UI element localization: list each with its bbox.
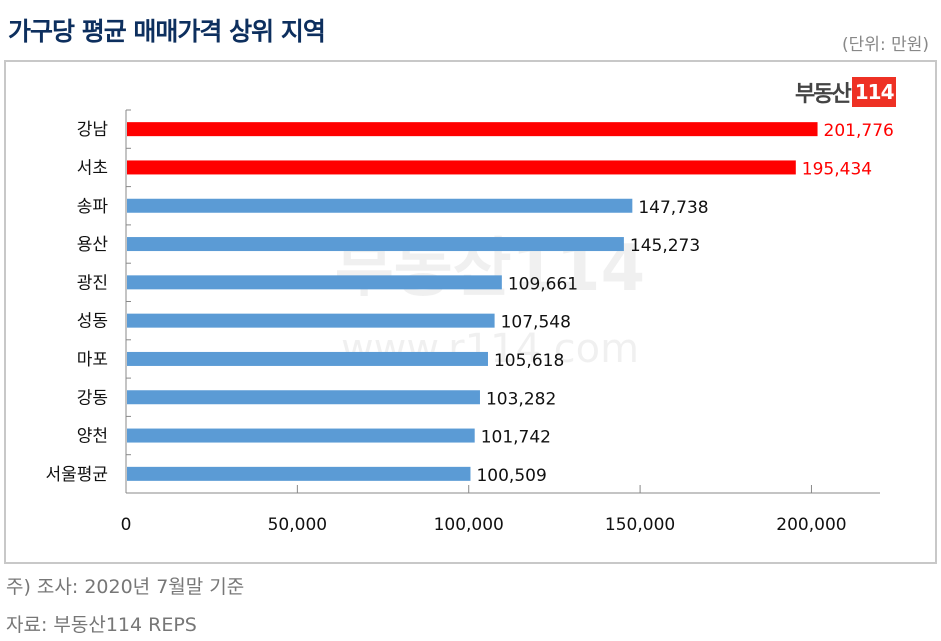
value-label: 145,273	[630, 236, 700, 256]
category-label: 광진	[77, 273, 108, 293]
bar-7	[127, 351, 488, 366]
category-label: 강남	[77, 120, 109, 140]
category-label: 송파	[77, 197, 109, 217]
bar-5	[127, 275, 502, 290]
unit-label: (단위: 만원)	[842, 35, 929, 55]
category-label: 성동	[77, 312, 108, 332]
category-label: 강동	[77, 388, 108, 408]
category-label: 서초	[77, 158, 108, 178]
value-label: 103,282	[486, 389, 556, 409]
bar-10	[127, 466, 471, 481]
logo-number: 114	[851, 77, 897, 107]
bar-8	[127, 390, 480, 405]
bar-1	[127, 122, 818, 137]
chart-title: 가구당 평균 매매가격 상위 지역	[8, 17, 326, 46]
footnote: 주) 조사: 2020년 7월말 기준	[6, 576, 245, 598]
x-tick-label: 50,000	[268, 515, 327, 535]
category-label: 용산	[77, 235, 109, 255]
value-label: 107,548	[501, 313, 571, 333]
x-tick-label: 150,000	[605, 515, 675, 535]
bar-3	[127, 198, 633, 213]
bar-4	[127, 237, 624, 252]
bar-9	[127, 428, 475, 443]
x-tick-label: 100,000	[434, 515, 504, 535]
bar-6	[127, 313, 495, 328]
value-label: 195,434	[802, 159, 872, 179]
chart-frame	[4, 60, 937, 564]
value-label: 201,776	[824, 121, 894, 141]
value-label: 105,618	[494, 351, 564, 371]
value-label: 109,661	[508, 274, 578, 294]
value-label: 147,738	[638, 198, 708, 218]
r114-logo: 부동산 114	[795, 76, 897, 108]
value-label: 101,742	[481, 428, 551, 448]
x-tick-label: 0	[121, 515, 132, 535]
logo-text: 부동산	[795, 82, 852, 107]
source-note: 자료: 부동산114 REPS	[6, 614, 197, 636]
bar-2	[127, 160, 796, 175]
category-label: 서울평균	[45, 465, 108, 485]
x-tick-label: 200,000	[776, 515, 846, 535]
category-label: 양천	[77, 427, 108, 447]
value-label: 100,509	[476, 466, 546, 486]
category-label: 마포	[77, 350, 108, 370]
